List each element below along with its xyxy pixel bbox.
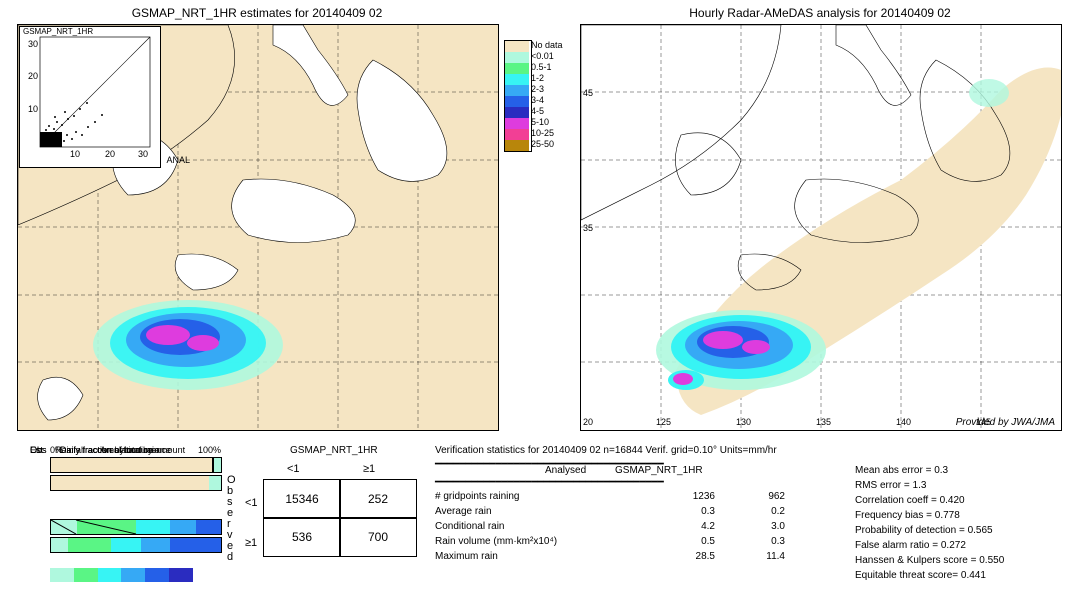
svg-text:130: 130 (736, 417, 751, 427)
svg-text:30: 30 (28, 39, 38, 49)
precip-blob (93, 300, 283, 390)
svg-text:35: 35 (583, 223, 593, 233)
right-map-title: Hourly Radar-AMeDAS analysis for 2014040… (580, 6, 1060, 20)
left-map-panel: GSMAP_NRT_1HR 10 20 30 10 20 30 (17, 24, 499, 431)
verification-stats: Verification statistics for 20140409 02 … (435, 445, 1075, 565)
left-map-title: GSMAP_NRT_1HR estimates for 20140409 02 (17, 6, 497, 20)
svg-text:125: 125 (656, 417, 671, 427)
bars-area: Daily fraction by occurrence Est Obs 0% … (30, 445, 225, 610)
color-legend: No data<0.010.5-11-22-33-44-55-1010-2525… (504, 40, 569, 152)
observed-label: Observed (227, 475, 239, 563)
credit: Provided by JWA/JMA (956, 417, 1055, 428)
svg-text:45: 45 (583, 88, 593, 98)
svg-text:10: 10 (70, 149, 80, 159)
svg-text:20: 20 (105, 149, 115, 159)
right-map-panel: 125 130 135 140 145 20 45 35 Provided by… (580, 24, 1062, 431)
svg-text:30: 30 (138, 149, 148, 159)
svg-text:10: 10 (28, 104, 38, 114)
inset-scatter: GSMAP_NRT_1HR 10 20 30 10 20 30 (19, 26, 161, 168)
svg-text:20: 20 (28, 71, 38, 81)
svg-text:140: 140 (896, 417, 911, 427)
svg-text:135: 135 (816, 417, 831, 427)
svg-text:20: 20 (583, 417, 593, 427)
